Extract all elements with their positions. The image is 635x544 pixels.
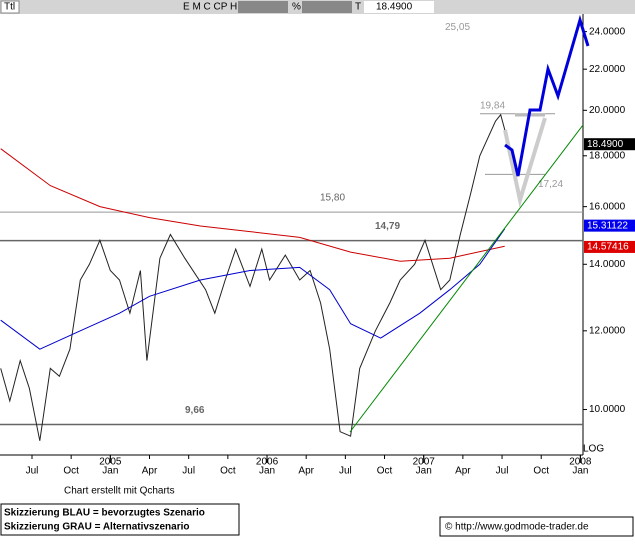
annotation-label: 25,05 (445, 22, 470, 33)
y-tick-label: 10.0000 (589, 404, 626, 415)
header-t: T (355, 2, 361, 13)
header-last: 18.4900 (376, 2, 413, 13)
x-tick-label: Jul (339, 466, 352, 477)
year-label: 2007 (413, 457, 436, 468)
y-tick-label: 16.0000 (589, 201, 626, 212)
y-tick-label: 22.0000 (589, 64, 626, 75)
scale-note: LOG (583, 444, 604, 455)
x-tick-label: Jan (416, 466, 432, 477)
price-tag-label: 18.4900 (587, 139, 624, 150)
header-pct: % (292, 2, 301, 13)
plot: 10.0000 12.0000 14.0000 16.0000 18.0000 20.00… (0, 22, 635, 477)
symbol: E M C CP (183, 2, 228, 13)
y-tick-label: 12.0000 (589, 325, 626, 336)
price-tag (584, 138, 635, 151)
x-tick-label: Apr (298, 466, 314, 477)
y-tick-label: 24.0000 (589, 26, 626, 37)
level-label: 9,66 (185, 405, 205, 416)
x-tick-label: Oct (377, 466, 393, 477)
x-tick-label: Jul (182, 466, 195, 477)
legend-line: Skizzierung GRAU = Alternativszenario (4, 522, 190, 533)
year-label: 2006 (256, 457, 279, 468)
annotation-label: 17,24 (538, 179, 563, 190)
credit: Chart erstellt mit Qcharts (64, 486, 175, 497)
level-label: 15,80 (320, 193, 345, 204)
header-field (238, 1, 288, 13)
x-tick-label: Jan (102, 466, 118, 477)
legend-box (0, 503, 240, 536)
header-field (302, 1, 352, 13)
legend-line: Skizzierung BLAU = bevorzugtes Szenario (4, 508, 205, 519)
gray-scenario (503, 117, 547, 208)
source: © http://www.godmode-trader.de (445, 522, 589, 533)
trend-line (349, 124, 584, 433)
symbol-box-text: Ttl (4, 2, 15, 13)
price-tag (584, 240, 635, 253)
y-tick-label: 20.0000 (589, 105, 626, 116)
x-tick-label: Jan (572, 466, 588, 477)
y-tick-label: 14.0000 (589, 259, 626, 270)
x-tick-label: Oct (220, 466, 236, 477)
level-label: 14,79 (375, 221, 400, 232)
y-tick-label: 18.0000 (589, 150, 626, 161)
x-tick-label: Oct (63, 466, 79, 477)
price-tag-label: 15.31122 (587, 220, 628, 231)
x-tick-label: Oct (533, 466, 549, 477)
year-label: 2005 (99, 457, 122, 468)
symbol-box (0, 0, 20, 14)
series-line (0, 228, 506, 350)
series-line (0, 148, 505, 262)
year-label: 2008 (569, 457, 592, 468)
header-h: H (230, 2, 237, 13)
header-field (364, 1, 434, 13)
price-tag-label: 14.57416 (587, 242, 629, 253)
x-tick-label: Apr (142, 466, 158, 477)
price-tag (584, 219, 635, 232)
x-tick-label: Jul (26, 466, 39, 477)
blue-scenario (504, 14, 590, 177)
x-tick-label: Jan (259, 466, 275, 477)
x-tick-label: Jul (496, 466, 509, 477)
series-line (0, 113, 510, 441)
x-tick-label: Apr (455, 466, 471, 477)
annotation-label: 19,84 (480, 100, 505, 111)
source-box (439, 516, 634, 537)
